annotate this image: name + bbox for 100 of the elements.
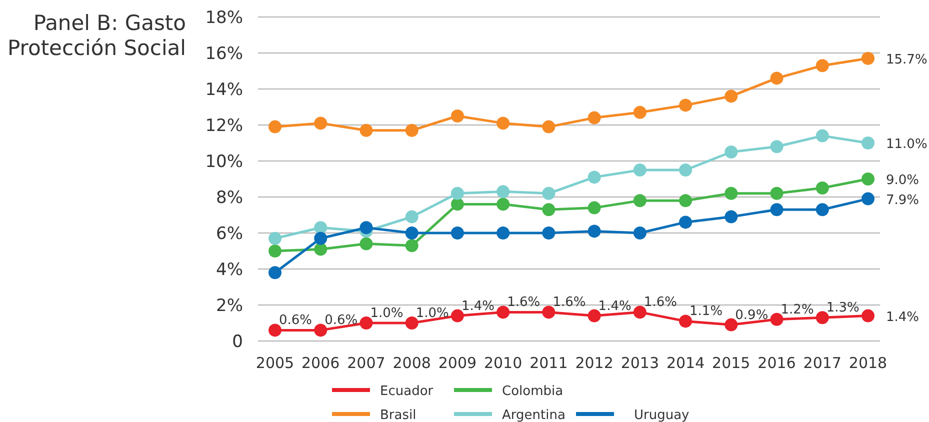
- point: [268, 324, 282, 337]
- y-tick-label: 16%: [205, 44, 243, 64]
- point: [862, 192, 874, 206]
- point: [405, 226, 418, 240]
- point: [314, 324, 328, 337]
- point: [862, 172, 874, 186]
- point: [360, 124, 373, 137]
- point: [862, 52, 874, 65]
- legend-label: Colombia: [502, 384, 564, 399]
- point: [496, 185, 510, 198]
- point: [405, 124, 418, 137]
- point: [314, 116, 328, 130]
- x-tick-label: 2015: [712, 354, 750, 372]
- point: [268, 266, 282, 280]
- x-tick-label: 2014: [666, 354, 705, 372]
- data-label: 0.6%: [324, 313, 358, 328]
- x-tick-label: 2005: [256, 354, 294, 372]
- point: [633, 226, 646, 240]
- x-tick-label: 2010: [484, 354, 522, 372]
- point: [496, 116, 510, 130]
- data-label: 1.0%: [416, 306, 449, 321]
- point: [633, 194, 646, 208]
- y-tick-label: 4%: [216, 260, 243, 280]
- x-tick-label: 2012: [575, 354, 614, 372]
- data-label: 1.4%: [598, 298, 632, 314]
- point: [268, 120, 282, 134]
- data-label: 1.2%: [780, 302, 814, 318]
- y-tick-label: 18%: [205, 8, 243, 28]
- x-tick-label: 2007: [347, 354, 386, 372]
- point: [450, 309, 464, 322]
- x-tick-label: 2008: [392, 354, 431, 372]
- point: [588, 309, 601, 322]
- point: [268, 244, 282, 258]
- point: [770, 140, 784, 154]
- y-tick-label: 10%: [205, 152, 243, 172]
- point: [862, 136, 874, 150]
- point: [360, 237, 373, 250]
- x-tick-label: 2018: [848, 354, 888, 372]
- point: [405, 210, 418, 224]
- y-tick-label: 2%: [216, 296, 243, 316]
- data-label: 1.4%: [886, 310, 920, 325]
- point: [770, 72, 784, 85]
- point: [724, 186, 738, 200]
- point: [360, 316, 373, 330]
- point: [450, 226, 464, 240]
- point: [496, 306, 510, 319]
- point: [633, 164, 646, 176]
- data-label: 1.4%: [461, 298, 494, 314]
- point: [588, 111, 601, 124]
- point: [770, 186, 784, 200]
- legend-label: Brasil: [380, 408, 416, 422]
- point: [268, 232, 282, 245]
- point: [679, 194, 692, 208]
- point: [679, 314, 692, 328]
- x-tick-label: 2017: [803, 354, 842, 372]
- legend-label: Argentina: [502, 408, 566, 422]
- point: [588, 170, 601, 184]
- x-tick-label: 2016: [758, 354, 796, 372]
- chart-title: Panel B: Gasto Protección Social: [8, 11, 186, 60]
- data-label: 1.3%: [826, 300, 860, 316]
- point: [450, 198, 464, 211]
- data-label: 1.0%: [370, 306, 404, 321]
- point: [724, 210, 738, 224]
- point: [542, 186, 556, 200]
- y-tick-label: 8%: [216, 188, 243, 208]
- point: [633, 306, 646, 319]
- data-label: 11.0%: [886, 137, 928, 152]
- point: [816, 203, 829, 216]
- point: [314, 232, 328, 245]
- data-label: 1.6%: [507, 295, 540, 310]
- point: [816, 182, 829, 194]
- y-tick-label: 12%: [205, 116, 243, 136]
- point: [496, 226, 510, 240]
- point: [679, 164, 692, 176]
- point: [405, 239, 418, 252]
- point: [679, 216, 692, 229]
- point: [816, 59, 829, 72]
- x-tick-label: 2006: [302, 354, 340, 372]
- data-label: 1.6%: [644, 295, 677, 310]
- y-tick-label: 0: [232, 332, 243, 352]
- x-tick-label: 2011: [530, 354, 568, 372]
- x-tick-label: 2013: [620, 354, 660, 372]
- y-tick-label: 14%: [205, 80, 243, 100]
- legend-label: Uruguay: [634, 408, 690, 422]
- point: [542, 203, 556, 216]
- point: [816, 311, 829, 324]
- point: [724, 90, 738, 103]
- point: [542, 306, 556, 319]
- data-label: 1.6%: [552, 295, 586, 310]
- point: [542, 226, 556, 240]
- point: [450, 186, 464, 200]
- legend-label: Ecuador: [380, 384, 434, 399]
- point: [816, 129, 829, 142]
- point: [314, 242, 328, 256]
- point: [314, 221, 328, 234]
- point: [405, 316, 418, 330]
- data-label: 1.1%: [690, 304, 723, 320]
- data-label: 9.0%: [886, 173, 920, 188]
- point: [633, 106, 646, 119]
- point: [360, 221, 373, 234]
